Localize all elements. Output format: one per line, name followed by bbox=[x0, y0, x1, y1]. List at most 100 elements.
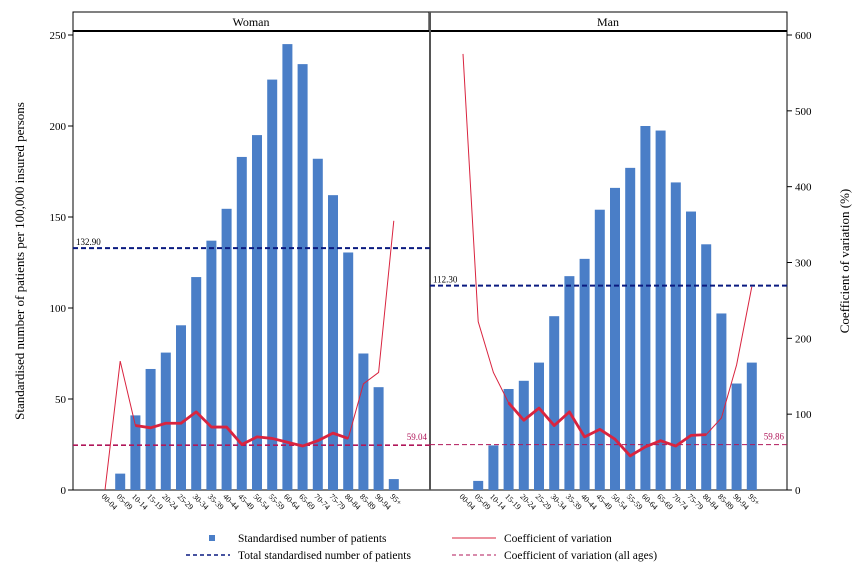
panel-title-man: Man bbox=[597, 15, 619, 29]
x-tick-label-man: 00-04 bbox=[458, 492, 478, 512]
x-axis-ticks: 00-0405-0910-1415-1920-2425-2930-3435-39… bbox=[100, 492, 762, 512]
bar-man-1 bbox=[473, 480, 484, 490]
x-tick-label-man: 50-54 bbox=[610, 492, 630, 512]
bar-woman-13 bbox=[297, 64, 308, 491]
y-left-tick-label: 100 bbox=[50, 303, 67, 315]
x-tick-label-woman: 35-39 bbox=[206, 492, 226, 512]
legend-total-label: Total standardised number of patients bbox=[238, 550, 411, 562]
x-tick-label-man: 55-59 bbox=[625, 492, 645, 512]
bar-woman-9 bbox=[236, 156, 247, 490]
y-right-tick-label: 200 bbox=[795, 333, 812, 345]
x-tick-label-woman: 75-79 bbox=[328, 492, 348, 512]
x-tick-label-man: 80-84 bbox=[701, 492, 721, 512]
x-tick-label-woman: 85-89 bbox=[358, 492, 378, 512]
x-tick-label-woman: 15-19 bbox=[145, 492, 165, 512]
bar-man-16 bbox=[701, 244, 712, 490]
bar-man-3 bbox=[503, 388, 514, 490]
bar-woman-11 bbox=[267, 79, 278, 490]
x-tick-label-man: 15-19 bbox=[503, 492, 523, 512]
legend-bars-label: Standardised number of patients bbox=[238, 533, 387, 545]
x-tick-label-man: 35-39 bbox=[564, 492, 584, 512]
bar-man-19 bbox=[746, 362, 757, 490]
total-label-woman: 132.90 bbox=[76, 237, 101, 247]
bar-man-17 bbox=[716, 313, 727, 490]
x-tick-label-woman: 55-59 bbox=[267, 492, 287, 512]
bar-woman-7 bbox=[206, 240, 217, 490]
bar-man-14 bbox=[670, 182, 681, 491]
bar-man-6 bbox=[549, 316, 560, 490]
bar-woman-19 bbox=[388, 479, 399, 490]
x-tick-label-woman: 70-74 bbox=[312, 492, 332, 512]
x-tick-label-man: 05-09 bbox=[473, 492, 493, 512]
cv-all-label-man: 59.86 bbox=[764, 432, 785, 442]
right-axis-ticks: 0 100 200 300 400 500 600 bbox=[787, 30, 812, 497]
bar-man-13 bbox=[655, 130, 666, 491]
bar-woman-6 bbox=[191, 277, 202, 490]
x-tick-label-woman: 40-44 bbox=[221, 492, 241, 512]
y-left-tick-label: 200 bbox=[50, 121, 67, 133]
legend-cv-all-label: Coefficient of variation (all ages) bbox=[504, 550, 657, 562]
bar-man-4 bbox=[518, 380, 529, 490]
x-tick-label-woman: 90-94 bbox=[373, 492, 393, 512]
y-right-tick-label: 400 bbox=[795, 182, 812, 194]
bar-woman-17 bbox=[358, 353, 369, 490]
bar-woman-15 bbox=[328, 195, 338, 490]
y-left-tick-label: 250 bbox=[50, 30, 67, 42]
bar-man-2 bbox=[488, 445, 499, 490]
cv-line-thick-man bbox=[507, 401, 707, 458]
bar-man-5 bbox=[534, 362, 544, 490]
x-tick-label-man: 90-94 bbox=[731, 492, 751, 512]
y-right-tick-label: 600 bbox=[795, 30, 812, 42]
chart-marks: 132.90 59.04 112.30 59.86 bbox=[73, 44, 787, 491]
bar-man-15 bbox=[686, 211, 696, 491]
x-tick-label-man: 25-29 bbox=[534, 492, 554, 512]
panel-title-woman: Woman bbox=[232, 15, 269, 29]
bar-man-10 bbox=[610, 187, 620, 490]
legend-bars-swatch bbox=[209, 535, 215, 541]
bar-man-9 bbox=[594, 209, 605, 490]
x-tick-label-man: 70-74 bbox=[670, 492, 690, 512]
x-tick-label-man: 45-49 bbox=[594, 492, 614, 512]
total-label-man: 112.30 bbox=[433, 275, 458, 285]
x-tick-label-man: 60-64 bbox=[640, 492, 660, 512]
bar-woman-2 bbox=[130, 415, 141, 490]
x-tick-label-woman: 05-09 bbox=[115, 492, 135, 512]
x-tick-label-man: 40-44 bbox=[579, 492, 599, 512]
y-right-tick-label: 0 bbox=[795, 485, 801, 497]
bar-woman-4 bbox=[160, 352, 171, 490]
y-right-tick-label: 500 bbox=[795, 106, 812, 118]
x-tick-label-woman: 80-84 bbox=[343, 492, 363, 512]
x-tick-label-woman: 00-04 bbox=[100, 492, 120, 512]
cv-line-thick-woman bbox=[135, 410, 349, 448]
x-tick-label-woman: 60-64 bbox=[282, 492, 302, 512]
bar-woman-14 bbox=[312, 158, 323, 490]
bar-woman-16 bbox=[343, 252, 354, 490]
x-tick-label-woman: 20-24 bbox=[160, 492, 180, 512]
bar-man-8 bbox=[579, 258, 590, 490]
left-axis-ticks: 0 50 100 150 200 250 bbox=[50, 30, 73, 497]
y-left-tick-label: 50 bbox=[55, 394, 67, 406]
bar-woman-10 bbox=[252, 135, 262, 490]
y-left-tick-label: 150 bbox=[50, 212, 67, 224]
bar-man-18 bbox=[731, 383, 742, 490]
bar-woman-3 bbox=[145, 368, 156, 490]
cv-all-label-woman: 59.04 bbox=[407, 432, 428, 442]
x-tick-label-woman: 25-29 bbox=[176, 492, 196, 512]
y-axis-right-label: Coefficient of variation (%) bbox=[837, 189, 852, 334]
x-tick-label-man: 30-34 bbox=[549, 492, 569, 512]
bar-woman-5 bbox=[176, 325, 186, 490]
x-tick-label-woman: 45-49 bbox=[236, 492, 256, 512]
x-tick-label-man: 85-89 bbox=[716, 492, 736, 512]
bar-man-7 bbox=[564, 276, 575, 490]
legend: Standardised number of patients Coeffici… bbox=[186, 533, 657, 562]
bar-man-12 bbox=[640, 126, 651, 490]
y-right-tick-label: 100 bbox=[795, 409, 812, 421]
bar-man-11 bbox=[625, 167, 636, 491]
x-tick-label-man: 65-69 bbox=[655, 492, 675, 512]
x-tick-label-man: 20-24 bbox=[518, 492, 538, 512]
x-tick-label-woman: 30-34 bbox=[191, 492, 211, 512]
x-tick-label-woman: 10-14 bbox=[130, 492, 150, 512]
x-tick-label-man: 10-14 bbox=[488, 492, 508, 512]
x-tick-label-woman: 50-54 bbox=[252, 492, 272, 512]
